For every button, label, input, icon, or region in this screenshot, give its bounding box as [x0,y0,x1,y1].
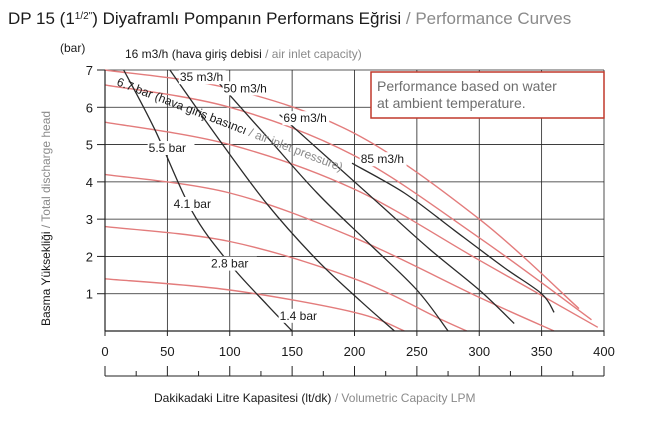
note-line-1: Performance based on water [377,78,557,94]
pressure-curve [104,278,405,332]
x-tick-label: 50 [160,344,174,359]
x-axis-title-tr: Dakikadaki Litre Kapasitesi (lt/dk) [154,391,331,405]
air-header-en: air inlet capacity) [272,47,362,61]
curve-label-background [172,196,220,211]
axes-layer: 1 2 3 4 5 6 7 0 50 100 150 200 250 300 350 400 [86,63,615,377]
curve-label: 5.5 bar [149,141,186,155]
curve-label: 69 m3/h [283,111,326,125]
x-tick-label: 400 [593,344,615,359]
y-tick-label: 6 [86,100,93,115]
y-axis-title-sep: / [39,222,53,232]
curve-label-background [178,70,226,85]
x-tick-label: 100 [219,344,241,359]
curve-labels: 35 m3/h50 m3/h 69 m3/h 85 m3/h 5.5 bar 4.1 b… [147,70,407,323]
curve-label: 50 m3/h [224,81,267,95]
curve-label-background [147,141,195,156]
air-header-tr: (hava giriş debisi [172,47,262,61]
air-flow-curve [216,80,449,332]
air-flow-curves [123,69,555,332]
pressure-curve [104,173,555,332]
y-tick-label: 7 [86,63,93,78]
air-inlet-header: 16 m3/h (hava giriş debisi / air inlet c… [125,47,362,61]
curve-label: 4.1 bar [174,197,211,211]
air-header-value: 16 m3/h [125,47,168,61]
curve-label: 1.4 bar [280,309,317,323]
x-tick-label: 250 [406,344,428,359]
air-flow-curve [123,69,293,332]
x-tick-label: 150 [281,344,303,359]
x-tick-label: 350 [531,344,553,359]
x-tick-label: 200 [344,344,366,359]
pressure-curve [104,121,599,328]
x-tick-label: 0 [101,344,108,359]
note-box: Performance based on water at ambient te… [370,71,605,119]
x-axis-title: Dakikadaki Litre Kapasitesi (lt/dk) / Vo… [154,391,475,405]
y-tick-label: 2 [86,249,93,264]
x-axis-title-sep: / [331,391,341,405]
curve-label-background [278,308,326,323]
note-line-2: at ambient temperature. [377,95,526,111]
note-border [370,71,605,119]
air-header-sep: / [262,47,272,61]
curve-label: 85 m3/h [361,152,404,166]
title-english: Performance Curves [415,9,571,28]
title-fraction: 1/2" [75,11,93,22]
y-tick-label: 3 [86,212,93,227]
y-tick-label: 1 [86,287,93,302]
air-flow-curve [351,162,555,313]
curve-label-background [359,152,407,167]
y-tick-label: 4 [86,175,93,190]
y-tick-label: 5 [86,138,93,153]
chart-title: DP 15 (11/2") Diyaframlı Pompanın Perfor… [8,9,571,28]
curve-label-background [210,256,257,271]
pressure-curve [104,225,468,332]
curve-label: 35 m3/h [180,70,223,84]
title-main-suffix: ) Diyaframlı Pompanın Performans Eğrisi [92,9,401,28]
y-axis-title-tr: Basma Yüksekliği [39,232,53,327]
curve-label: 2.8 bar [211,257,248,271]
air-flow-curve [169,69,395,332]
air-flow-curve [279,114,515,324]
curve-label-background [282,111,330,126]
title-separator: / [401,9,415,28]
x-axis-title-en: Volumetric Capacity LPM [341,391,475,405]
pressure-header-sep: / [244,124,258,141]
y-unit-label: (bar) [60,41,85,55]
title-main-prefix: DP 15 (1 [8,9,75,28]
curve-label-background [222,81,270,96]
y-axis-title: Basma Yüksekliği / Total discharge head [39,111,53,326]
x-tick-label: 300 [468,344,490,359]
y-axis-title-en: Total discharge head [39,111,53,222]
